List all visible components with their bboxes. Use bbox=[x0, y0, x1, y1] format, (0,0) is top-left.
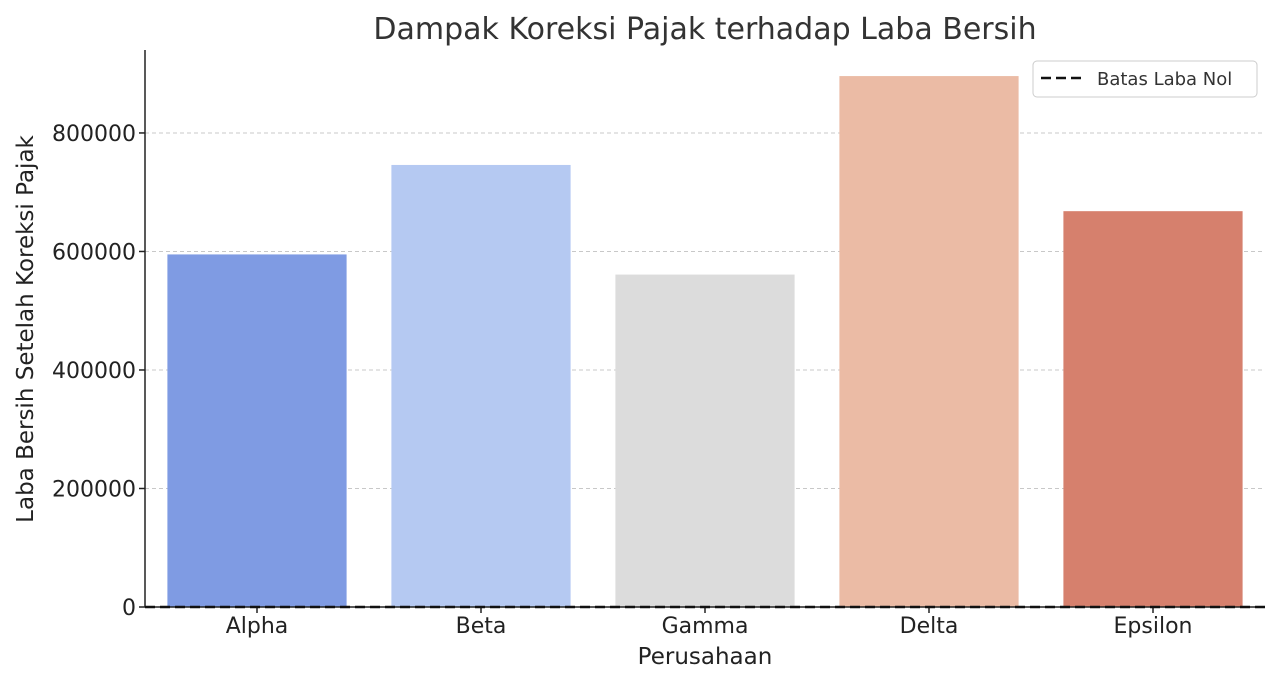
bar-gamma bbox=[615, 274, 795, 607]
x-tick-label: Alpha bbox=[226, 614, 289, 639]
bars bbox=[167, 76, 1243, 608]
y-ticks: 0 200000 400000 600000 800000 bbox=[52, 122, 145, 621]
y-tick-label: 0 bbox=[122, 596, 136, 621]
x-ticks: Alpha Beta Gamma Delta Epsilon bbox=[226, 607, 1193, 639]
bar-epsilon bbox=[1063, 211, 1243, 607]
bar-delta bbox=[839, 76, 1019, 608]
x-axis-label: Perusahaan bbox=[638, 644, 773, 670]
y-tick-label: 800000 bbox=[52, 122, 136, 147]
y-tick-label: 400000 bbox=[52, 359, 136, 384]
y-tick-label: 200000 bbox=[52, 477, 136, 502]
y-tick-label: 600000 bbox=[52, 240, 136, 265]
x-tick-label: Beta bbox=[456, 614, 507, 639]
x-tick-label: Delta bbox=[900, 614, 959, 639]
x-tick-label: Gamma bbox=[662, 614, 749, 639]
bar-beta bbox=[391, 164, 571, 607]
x-tick-label: Epsilon bbox=[1114, 614, 1193, 639]
legend-entry-label: Batas Laba Nol bbox=[1097, 69, 1232, 90]
y-axis-label: Laba Bersih Setelah Koreksi Pajak bbox=[13, 134, 39, 522]
legend: Batas Laba Nol bbox=[1032, 60, 1258, 98]
bar-alpha bbox=[167, 254, 347, 607]
legend-box bbox=[1032, 60, 1258, 98]
chart-title: Dampak Koreksi Pajak terhadap Laba Bersi… bbox=[373, 12, 1036, 47]
